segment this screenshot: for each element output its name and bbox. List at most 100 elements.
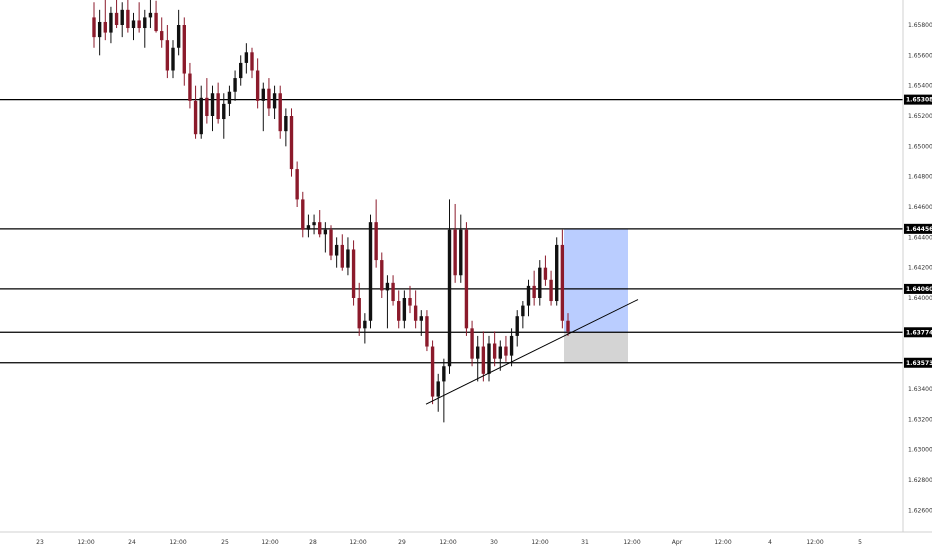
candle (532, 270, 536, 306)
candle-body (397, 301, 401, 321)
candle-body (436, 381, 440, 397)
candle (244, 43, 249, 74)
candle-body (188, 73, 192, 101)
level-label-bg-4 (904, 357, 932, 368)
candle (284, 108, 288, 147)
candle (233, 70, 237, 101)
candle-body (126, 9, 130, 29)
horizontal-levels (0, 98, 903, 364)
candle (549, 270, 553, 306)
candle (368, 214, 373, 329)
level-label-4: 1.63573 (906, 360, 932, 367)
candle-body (227, 91, 232, 104)
candle-body (176, 25, 181, 48)
candle-body (306, 225, 311, 230)
candle-body (385, 282, 390, 291)
candle (131, 12, 136, 41)
candle (120, 2, 124, 38)
candle (385, 275, 390, 329)
candle (216, 82, 220, 124)
candle-body (481, 346, 486, 374)
candle-body (244, 52, 249, 63)
level-label-2: 1.64060 (906, 286, 932, 293)
y-tick-label: 1.62600 (908, 507, 932, 514)
candle (351, 240, 356, 306)
candle (239, 55, 243, 86)
candle-body (255, 70, 260, 101)
candle-body (278, 93, 282, 132)
target-zone[interactable] (564, 228, 628, 333)
candle-body (92, 17, 96, 38)
x-tick-label: 12:00 (531, 539, 548, 546)
candle-body (222, 103, 226, 120)
candle-body (182, 25, 186, 74)
candle (137, 2, 141, 33)
y-tick-label: 1.64800 (908, 174, 932, 181)
candle-body (114, 12, 119, 25)
level-label-1: 1.64456 (906, 226, 932, 233)
candle-body (453, 229, 457, 276)
candle-body (374, 222, 378, 261)
level-label-bg-1 (904, 223, 932, 234)
candle (402, 290, 407, 329)
candle-body (515, 316, 519, 336)
candle-body (143, 17, 147, 29)
candle (199, 85, 203, 139)
level-label-0: 1.65308 (906, 97, 932, 104)
stop-zone[interactable] (564, 332, 628, 363)
candle (126, 0, 130, 33)
candle (295, 161, 299, 207)
candle-body (137, 20, 141, 29)
x-tick-label: 12:00 (806, 539, 823, 546)
candle-body (120, 9, 124, 25)
candle-body (261, 88, 265, 101)
candle (193, 85, 198, 139)
x-tick-label: 30 (490, 539, 498, 546)
candle-body (538, 267, 542, 298)
candle (289, 108, 294, 177)
drawings (425, 299, 639, 405)
candle (555, 237, 559, 306)
candle (397, 290, 401, 329)
trendline[interactable] (425, 299, 639, 405)
candle (154, 0, 158, 33)
x-tick-label: 12:00 (439, 539, 456, 546)
y-tick-label: 1.64000 (908, 295, 932, 302)
candle (255, 58, 260, 109)
x-tick-label: 12:00 (77, 539, 94, 546)
candle-body (492, 343, 497, 359)
y-tick-label: 1.65400 (908, 83, 932, 90)
candle-body (430, 346, 435, 397)
candle-body (272, 93, 277, 109)
level-label-bg-2 (904, 283, 932, 294)
candle-body (464, 229, 469, 329)
candle-body (459, 229, 463, 276)
candle-body (402, 298, 407, 321)
candle-body (148, 12, 153, 18)
time-axis[interactable]: 23 12:00 24 12:00 25 12:00 28 12:00 29 12:00 30 12:… (36, 539, 862, 546)
price-axis[interactable]: 1.65800 1.65600 1.65400 1.65200 1.65000 1.648… (908, 22, 932, 514)
candle (278, 85, 282, 139)
candle (413, 290, 418, 329)
candle-body (442, 366, 446, 382)
candle-body (340, 244, 344, 268)
candle (509, 328, 514, 367)
candle (227, 85, 232, 116)
level-labels: 1.65308 1.64456 1.64060 1.63774 1.63573 (904, 94, 932, 368)
candle-body (470, 328, 474, 359)
candle (329, 225, 333, 261)
candle-body (543, 267, 548, 280)
candle-body (408, 298, 412, 306)
y-tick-label: 1.63400 (908, 386, 932, 393)
candle (476, 335, 480, 382)
candle (340, 234, 344, 271)
candle-body (312, 222, 316, 226)
candle (318, 210, 322, 238)
candle-body (193, 100, 198, 135)
x-tick-label: 29 (398, 539, 406, 546)
candle (515, 310, 519, 347)
candle (492, 331, 497, 367)
candle (250, 47, 254, 79)
y-tick-label: 1.64600 (908, 204, 932, 211)
